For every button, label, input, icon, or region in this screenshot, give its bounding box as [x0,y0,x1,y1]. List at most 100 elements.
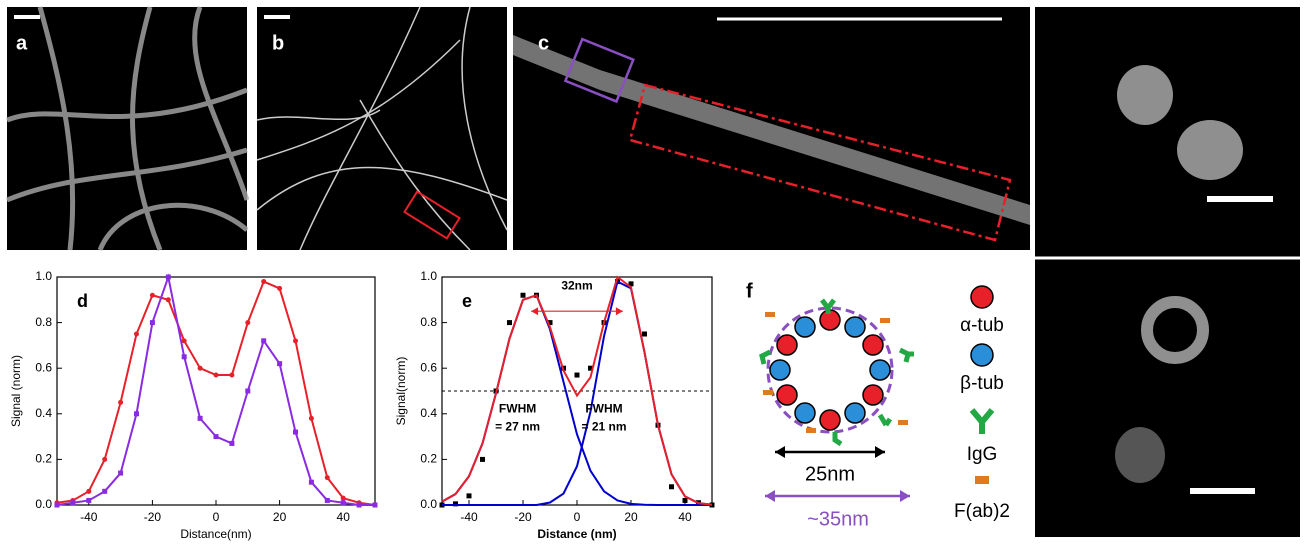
data-point [628,281,634,287]
y-axis-label: Signal(norm) [394,357,408,426]
panel-label: a [16,32,28,54]
data-point [102,456,108,462]
data-point [229,440,235,446]
data-point [197,365,203,371]
x-tick-label: 20 [624,510,638,524]
panel-label: d [77,291,88,311]
panel-label: f [746,280,753,302]
ring [1141,296,1209,364]
data-point [277,285,283,291]
micrograph [257,7,507,250]
annotation: = 21 nm [581,420,626,434]
data-point [165,274,171,280]
data-point [165,297,171,303]
x-tick-label: -20 [144,510,162,524]
panel-label: e [462,291,472,311]
data-point [54,502,60,508]
data-point [118,470,124,476]
x-tick-label: 40 [337,510,351,524]
data-point [149,292,155,298]
data-point [588,365,593,371]
legend-label: α-tub [960,315,1004,336]
spot [1177,120,1243,180]
data-point [669,484,674,490]
data-point [324,475,330,481]
data-point [261,279,267,285]
y-tick-label: 0.4 [35,406,52,420]
data-point [149,320,155,326]
data-point [86,488,92,494]
data-point [277,361,283,367]
fab-marks [763,312,908,433]
legend-label: F(ab)2 [954,501,1010,522]
panel-label: g [1015,26,1025,43]
micrograph [7,7,247,250]
data-point [520,292,526,298]
tubulin-ring [769,309,891,431]
annotation: 32nm [561,278,592,292]
roi-box [563,37,635,104]
data-point [70,500,76,506]
data-point [181,338,187,344]
y-axis-label: Signal (norm) [9,355,23,427]
data-point [324,497,330,503]
x-tick-label: 40 [678,510,692,524]
data-point [229,372,235,378]
legend-symbol [970,285,994,309]
data-point [134,331,139,337]
x-axis-label: Distance(nm) [180,527,251,541]
data-point [453,501,458,507]
data-point [340,500,346,506]
y-tick-label: 0.8 [35,315,52,329]
annotation: FWHM [499,401,536,415]
x-tick-label: -40 [460,510,478,524]
legend-label: IgG [967,444,998,465]
data-point [245,320,251,326]
y-tick-label: 0.0 [35,497,52,511]
x-tick-label: -20 [514,510,532,524]
igg-marks [759,298,914,447]
data-point [118,399,124,405]
roi-box [628,83,1012,242]
data-point [213,372,219,378]
data-point [102,488,108,494]
data-point [574,372,580,378]
x-tick-label: 0 [213,510,220,524]
data-point [356,502,362,508]
spot [1115,427,1165,483]
plot-frame [56,276,376,506]
legend-symbol [969,408,995,434]
dimension-label: ~35nm [807,508,869,530]
data-point [682,497,688,503]
data-point [372,502,378,508]
data-point [245,388,251,394]
data-point [308,479,314,485]
annotation: FWHM [585,401,622,415]
data-point [181,354,187,360]
outer-ring [766,306,894,434]
data-point [507,320,512,326]
data-point [134,411,139,417]
data-point [547,320,553,326]
y-tick-label: 0.4 [420,406,437,420]
data-point [197,415,203,421]
x-tick-label: 0 [574,510,581,524]
filament [513,35,1030,225]
data-point [293,429,298,435]
data-point [308,415,314,421]
x-tick-label: -40 [80,510,98,524]
y-tick-label: 0.6 [35,360,52,374]
data-point [480,456,485,462]
series-line [441,275,713,506]
y-tick-label: 1.0 [420,269,437,283]
data-point [340,495,346,501]
y-tick-label: 1.0 [35,269,52,283]
filaments [6,6,250,251]
y-tick-label: 0.2 [420,452,437,466]
dimension-label: 25nm [805,463,855,485]
y-tick-label: 0.6 [420,360,437,374]
roi-box [403,190,461,240]
y-tick-label: 0.0 [420,497,437,511]
y-tick-label: 0.2 [35,452,52,466]
